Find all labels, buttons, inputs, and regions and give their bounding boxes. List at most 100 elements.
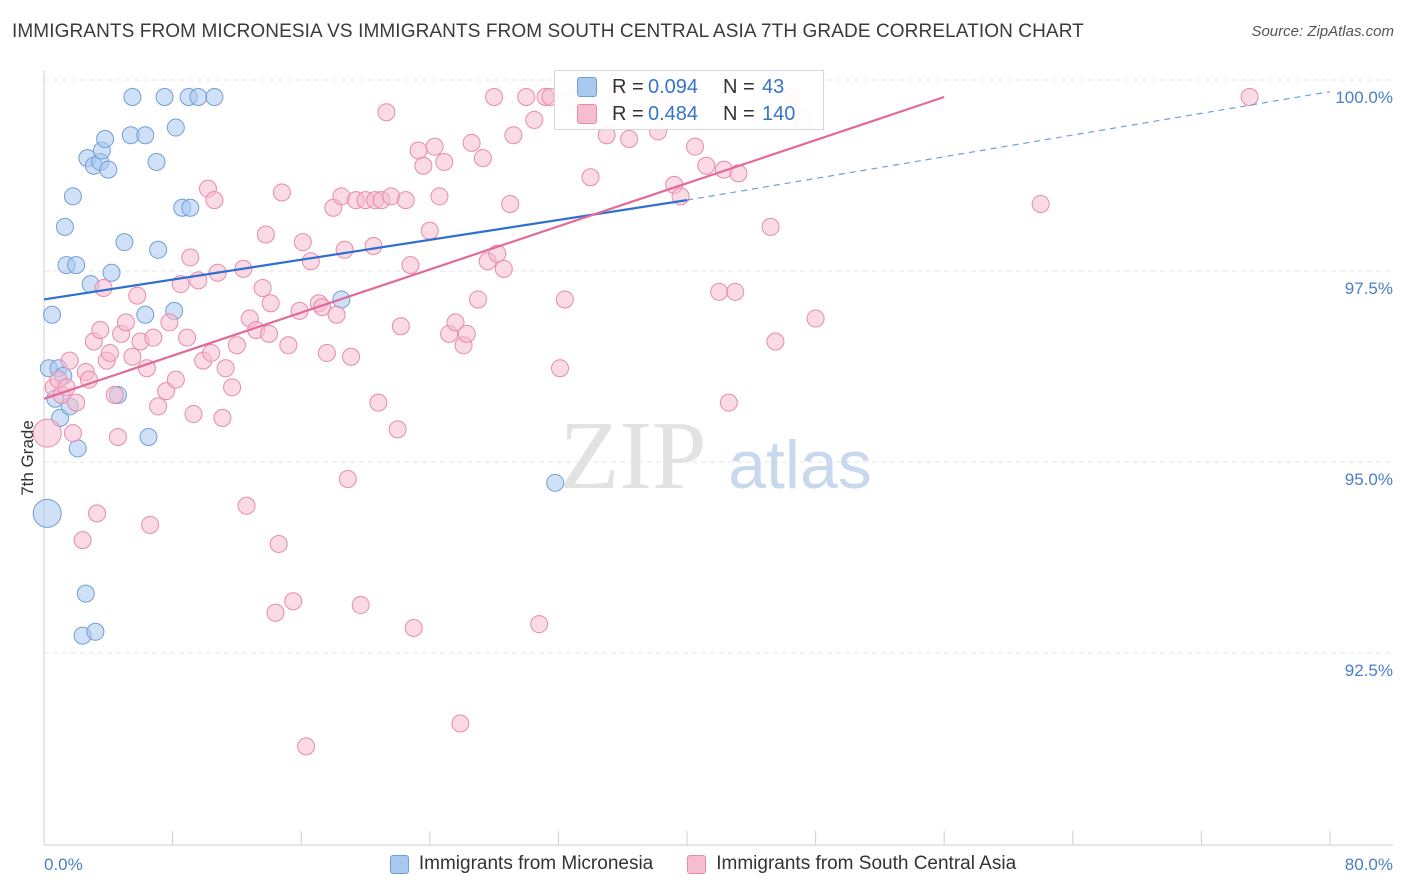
point-south-central-asia [293,233,312,252]
legend-item-south-central-asia[interactable]: Immigrants from South Central Asia [687,853,1016,875]
point-south-central-asia [260,324,279,343]
point-south-central-asia [100,343,119,362]
point-south-central-asia [719,393,738,412]
y-tick-label: 92.5% [1345,661,1393,680]
point-micronesia [189,88,208,106]
point-south-central-asia [504,126,523,145]
point-south-central-asia [388,420,407,439]
chart-title: IMMIGRANTS FROM MICRONESIA VS IMMIGRANTS… [12,21,1084,42]
point-south-central-asia [710,282,729,301]
point-south-central-asia [342,347,361,366]
point-south-central-asia [213,408,232,427]
point-micronesia [149,240,168,259]
axis-layer [43,70,1393,846]
point-micronesia [99,160,118,179]
legend-item-micronesia[interactable]: Immigrants from Micronesia [389,853,653,875]
r-label: R = [612,103,644,125]
point-micronesia [147,152,166,171]
point-south-central-asia [761,217,780,236]
point-micronesia [96,130,115,149]
point-south-central-asia [525,110,544,129]
point-south-central-asia [401,256,420,275]
point-micronesia [181,198,200,217]
y-axis-title: 7th Grade [18,420,37,496]
legend-label: Immigrants from South Central Asia [716,853,1017,874]
n-label: N = [723,76,755,98]
point-south-central-asia [284,592,303,611]
point-south-central-asia [414,156,433,175]
r-label: R = [612,76,644,98]
n-value: 43 [762,76,785,98]
trendline-micronesia-extension [686,91,1331,201]
point-south-central-asia [67,393,86,412]
r-value: 0.484 [648,103,699,125]
point-south-central-asia [435,152,454,171]
point-south-central-asia [1031,194,1050,213]
point-south-central-asia [766,332,785,351]
point-south-central-asia [364,236,383,255]
watermark: ZIP atlas [560,402,872,510]
point-micronesia [102,263,121,282]
point-south-central-asia [116,313,135,332]
point-south-central-asia [457,324,476,343]
point-south-central-asia [451,714,470,733]
point-south-central-asia [1240,88,1259,106]
series-legend: Immigrants from Micronesia Immigrants fr… [0,849,1406,879]
point-south-central-asia [279,336,298,355]
y-tick-label: 95.0% [1345,470,1393,489]
point-micronesia [123,88,142,106]
point-south-central-asia [105,385,124,404]
point-south-central-asia [369,393,388,412]
n-value: 140 [762,103,796,125]
point-micronesia [68,439,87,458]
point-south-central-asia [404,618,423,637]
point-south-central-asia [485,88,504,106]
point-south-central-asia [726,282,745,301]
point-south-central-asia [157,382,176,401]
point-south-central-asia [269,534,288,553]
point-south-central-asia [94,279,113,297]
point-south-central-asia [462,133,481,152]
point-micronesia [136,305,155,324]
x-tick-label: 80.0% [1345,855,1393,874]
point-micronesia [43,305,62,324]
point-south-central-asia [166,370,185,389]
point-south-central-asia [253,279,272,297]
point-south-central-asia [327,305,346,324]
point-south-central-asia [202,343,221,362]
point-south-central-asia [517,88,536,106]
point-south-central-asia [60,351,79,370]
point-micronesia [166,118,185,137]
legend-swatch-blue [577,77,597,97]
point-south-central-asia [351,596,370,615]
point-south-central-asia [530,615,549,634]
point-south-central-asia [377,103,396,122]
point-south-central-asia [63,424,82,443]
point-south-central-asia [686,137,705,156]
trendline-south-central-asia [43,95,945,400]
point-micronesia [63,187,82,206]
point-south-central-asia [469,290,488,309]
point-south-central-asia [261,294,280,313]
point-south-central-asia [272,183,291,202]
point-micronesia [67,256,86,275]
point-micronesia [86,622,105,641]
point-south-central-asia [216,359,235,378]
point-micronesia [32,498,62,528]
point-south-central-asia [409,141,428,160]
point-south-central-asia [160,313,179,332]
source-label: Source: ZipAtlas.com [1251,23,1394,40]
point-micronesia [55,217,74,236]
point-south-central-asia [317,343,336,362]
point-south-central-asia [108,427,127,446]
point-south-central-asia [313,298,332,317]
point-south-central-asia [473,149,492,168]
y-tick-label: 97.5% [1345,279,1393,298]
point-south-central-asia [494,259,513,278]
trendline-micronesia [43,199,688,301]
point-south-central-asia [555,290,574,309]
legend-row-micronesia: R = 0.094 N = 43 [555,74,823,100]
y-tick-label: 100.0% [1335,88,1393,107]
point-south-central-asia [80,370,99,389]
